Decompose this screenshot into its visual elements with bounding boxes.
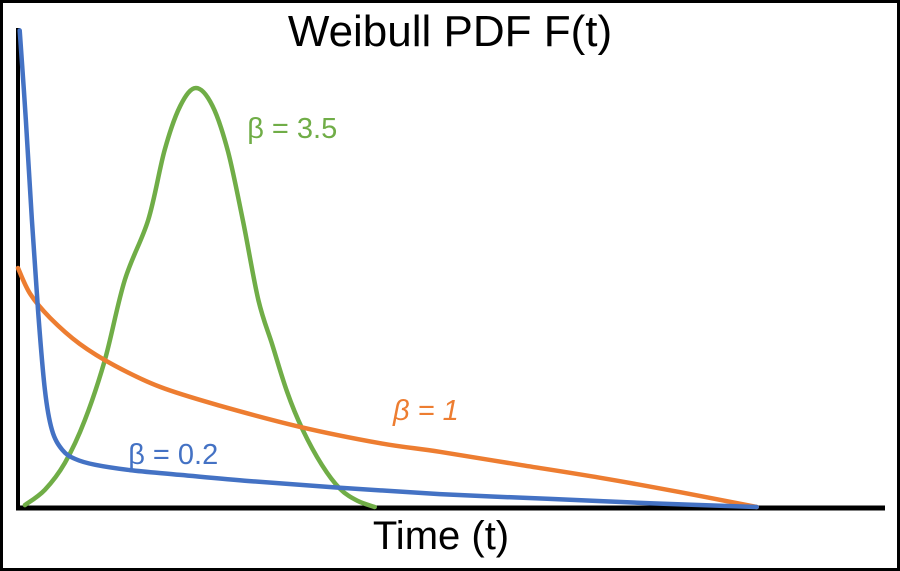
curve-weibull-beta-0.2	[17, 28, 759, 510]
curve-labels-group: β = 3.5 β = 1 β = 0.2	[128, 113, 459, 471]
curve-weibull-beta-3.5	[22, 85, 377, 510]
series-label-weibull-beta-0.2: β = 0.2	[128, 439, 218, 471]
x-axis-title: Time (t)	[372, 514, 510, 558]
series-label-weibull-beta-1: β = 1	[392, 395, 459, 427]
chart-title: Weibull PDF F(t)	[287, 7, 613, 56]
curves-group	[15, 28, 759, 510]
series-label-weibull-beta-3.5: β = 3.5	[247, 113, 337, 145]
curve-weibull-beta-1	[15, 265, 759, 510]
